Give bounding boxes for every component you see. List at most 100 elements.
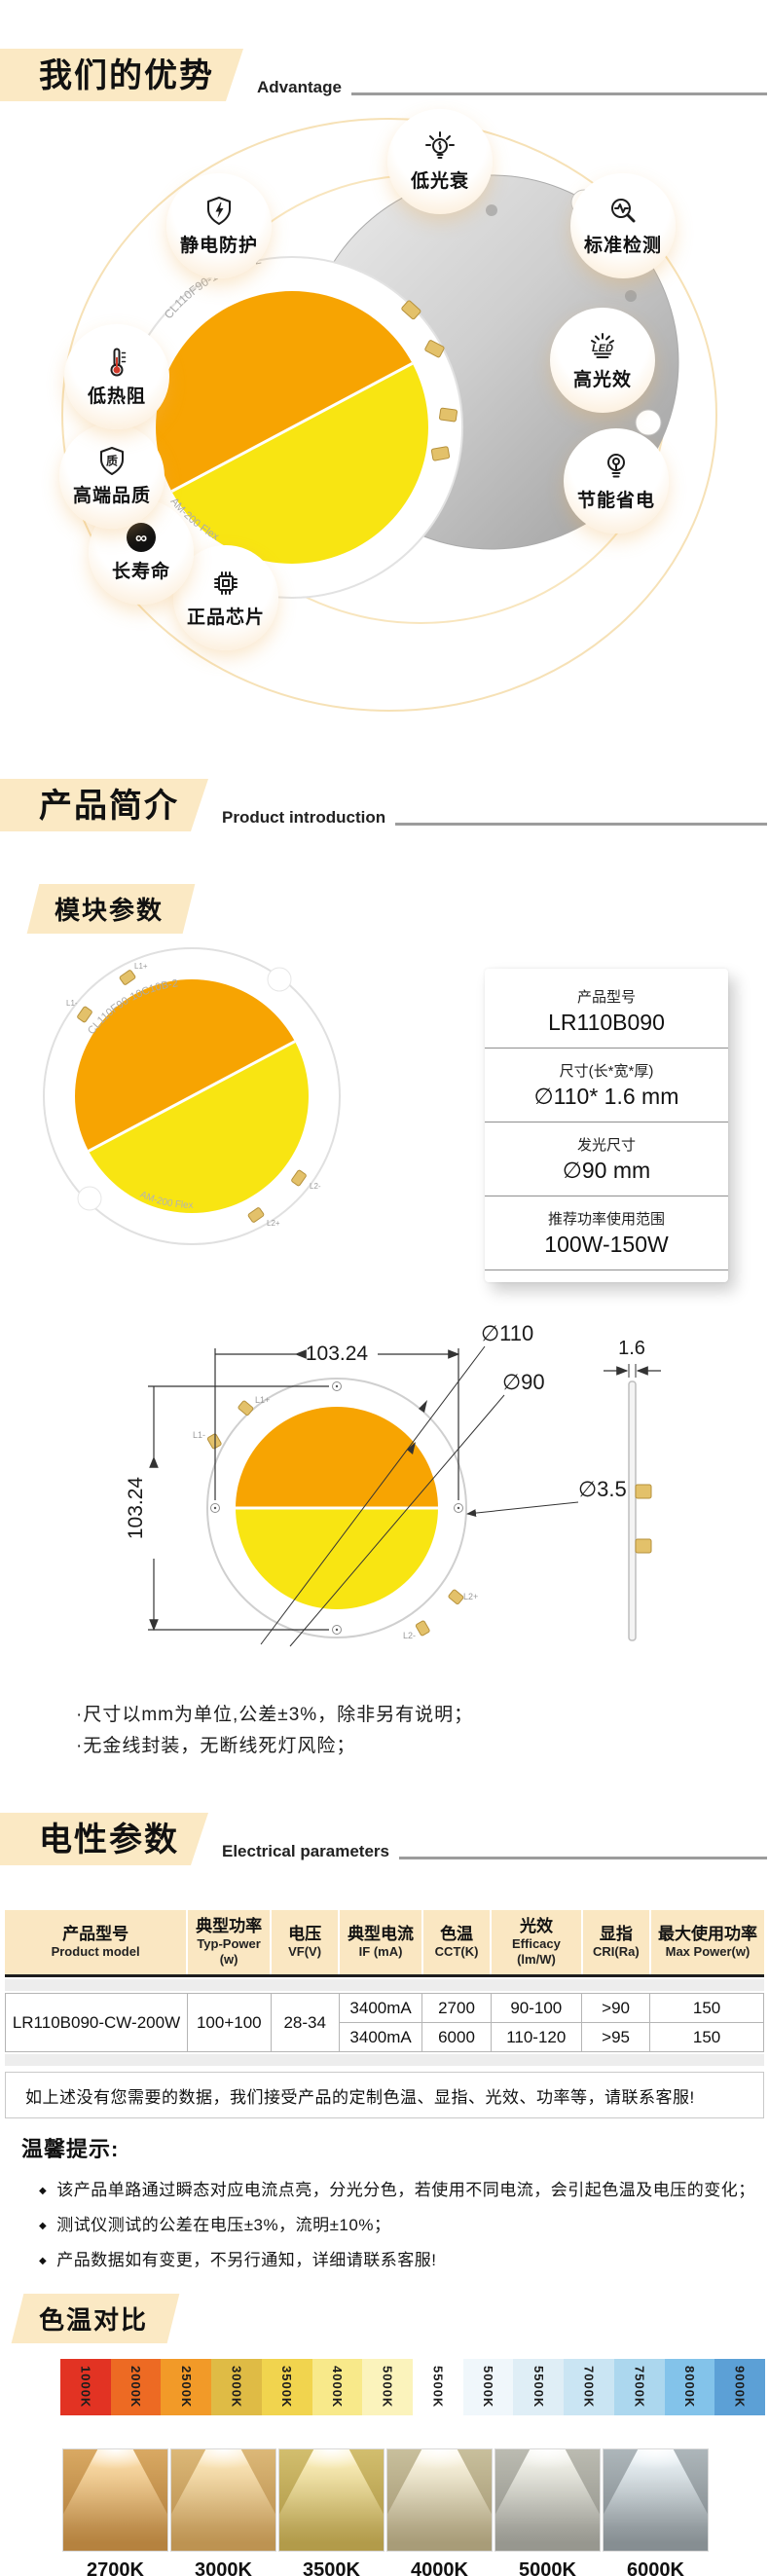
module-cob-cool-half	[89, 1041, 309, 1213]
col-cct: 色温 CCT(K)	[421, 1910, 492, 1977]
beam-cone	[279, 2449, 384, 2551]
led-rays-icon: LED	[591, 333, 614, 358]
advantage-header: 我们的优势 Advantage	[0, 49, 769, 101]
beam-label: 2700K	[87, 2559, 144, 2576]
cct-swatch-7000K: 7000K	[564, 2359, 614, 2415]
svg-text:∞: ∞	[135, 529, 147, 547]
tips-title: 温馨提示:	[21, 2137, 120, 2161]
svg-text:L1+: L1+	[134, 962, 148, 971]
cell-eff: 110-120	[490, 2022, 583, 2052]
dim-outer-label: ∅110	[481, 1321, 533, 1345]
beam-image-4000K	[386, 2448, 493, 2552]
beam-label: 6000K	[627, 2559, 684, 2576]
col-product-model: 产品型号 Product model	[5, 1910, 188, 1977]
intro-header: 产品简介 Product introduction	[0, 779, 769, 831]
module-cob-warm-half	[75, 979, 295, 1152]
beam-cone	[63, 2449, 167, 2551]
badge-high-quality: 质 高端品质	[59, 423, 165, 529]
esd-shield-icon	[207, 197, 231, 225]
electrical-table: 产品型号 Product model 典型功率 Typ-Power (w) 电压 VF(…	[5, 1910, 764, 2118]
cell-max: 150	[649, 1993, 764, 2023]
advantage-subtitle: Advantage	[257, 78, 342, 96]
beam-label-row: 2700K 3000K 3500K 4000K 5000K 6000K	[62, 2559, 769, 2576]
magnifier-pulse-icon	[611, 199, 636, 223]
electrical-subtitle: Electrical parameters	[222, 1842, 389, 1860]
spec-emitting-size: 发光尺寸 ∅90 mm	[485, 1134, 728, 1196]
cell-vf: 28-34	[270, 1993, 340, 2052]
tips-section: 温馨提示: 该产品单路通过瞬态对应电流点亮，分光分色，若使用不同电流，会引起色温…	[21, 2132, 769, 2278]
cct-swatch-8000K: 8000K	[664, 2359, 715, 2415]
cct-swatch-label: 7000K	[581, 2366, 597, 2409]
intro-title-block: 产品简介	[0, 779, 208, 831]
cct-swatch-label: 4000K	[329, 2366, 345, 2409]
intro-rule	[395, 823, 767, 826]
solder-pads	[401, 300, 458, 461]
bulb-icon	[607, 454, 625, 478]
drawing-cool-half	[236, 1508, 438, 1609]
bulb-rays-icon	[425, 131, 455, 159]
cct-swatch-3500K: 3500K	[261, 2359, 312, 2415]
tip-item: 该产品单路通过瞬态对应电流点亮，分光分色，若使用不同电流，会引起色温及电压的变化…	[39, 2173, 769, 2208]
tip-item: 产品数据如有变更，不另行通知，详细请联系客服!	[39, 2243, 769, 2278]
svg-text:L2-: L2-	[403, 1631, 416, 1640]
beam-cone	[387, 2449, 492, 2551]
cell-eff: 90-100	[490, 1993, 583, 2023]
dim-horizontal	[214, 1348, 460, 1500]
badge-low-thermal-resistance: 低热阻	[64, 324, 169, 429]
dim-width-label: 103.24	[306, 1343, 369, 1365]
cct-swatch-label: 1000K	[78, 2366, 93, 2409]
module-board-image: CL110F90-10C10B-2 AM-200 Flex L1+ L1- L2…	[43, 947, 341, 1245]
table-gap	[5, 2054, 764, 2066]
spec-model: 产品型号 LR110B090	[485, 986, 728, 1049]
decor-arc	[61, 118, 717, 712]
cct-swatch-label: 2000K	[128, 2366, 144, 2409]
advantage-rule	[350, 92, 767, 95]
infinity-icon: ∞	[127, 523, 156, 552]
cell-model: LR110B090-CW-200W	[5, 1993, 188, 2052]
drawing-notes: ·尺寸以mm为单位,公差±3%，除非另有说明； ·无金线封装，无断线死灯风险；	[76, 1700, 769, 1762]
beam-cone	[604, 2449, 708, 2551]
cct-swatch-7500K: 7500K	[613, 2359, 665, 2415]
intro-title: 产品简介	[39, 788, 179, 825]
module-row: CL110F90-10C10B-2 AM-200 Flex L1+ L1- L2…	[0, 934, 769, 1282]
note-line: ·尺寸以mm为单位,公差±3%，除非另有说明；	[76, 1705, 474, 1725]
cell-typ-power: 100+100	[186, 1993, 272, 2052]
beam-cone	[171, 2449, 275, 2551]
module-solder-pads	[77, 970, 307, 1223]
beam-image-5000K	[494, 2448, 601, 2552]
col-efficacy: 光效 Efficacy (lm/W)	[490, 1910, 582, 1977]
badge-energy-saving: 节能省电	[564, 428, 669, 534]
advantage-title: 我们的优势	[39, 57, 214, 94]
cct-swatch-label: 5500K	[430, 2366, 446, 2409]
cct-swatch-2500K: 2500K	[161, 2359, 212, 2415]
cct-subheader: 色温对比	[18, 2294, 173, 2343]
customization-note: 如上述没有您需要的数据，我们接受产品的定制色温、显指、光效、功率等，请联系客服!	[25, 2087, 695, 2107]
dim-emitting-label: ∅90	[502, 1370, 545, 1394]
beam-cone	[495, 2449, 600, 2551]
beam-label: 3500K	[303, 2559, 360, 2576]
cell-if: 3400mA	[338, 1993, 423, 2023]
svg-text:L1-: L1-	[193, 1430, 205, 1440]
cct-swatch-5500K: 5500K	[413, 2359, 463, 2415]
dim-thickness-label: 1.6	[618, 1338, 645, 1359]
col-cri: 显指 CRI(Ra)	[580, 1910, 650, 1977]
svg-text:L2+: L2+	[267, 1219, 280, 1228]
svg-text:L1-: L1-	[66, 999, 78, 1008]
quality-shield-icon: 质	[100, 447, 124, 475]
col-current: 典型电流 IF (mA)	[338, 1910, 422, 1977]
cct-swatch-label: 5500K	[531, 2366, 546, 2409]
col-typ-power: 典型功率 Typ-Power (w)	[186, 1910, 271, 1977]
cct-swatch-4000K: 4000K	[311, 2359, 363, 2415]
cct-swatch-3000K: 3000K	[211, 2359, 262, 2415]
cell-cri: >95	[581, 2022, 651, 2052]
cell-cri: >90	[581, 1993, 651, 2023]
cct-swatch-2000K: 2000K	[110, 2359, 162, 2415]
svg-text:LED: LED	[592, 343, 613, 354]
cct-swatch-label: 8000K	[681, 2366, 697, 2409]
dim-vertical	[148, 1385, 329, 1632]
cct-swatch-label: 5000K	[380, 2366, 395, 2409]
module-pad-labels: L1+ L1- L2+ L2-	[66, 962, 321, 1228]
electrical-header: 电性参数 Electrical parameters	[0, 1813, 769, 1865]
drawing-warm-half	[236, 1407, 438, 1508]
